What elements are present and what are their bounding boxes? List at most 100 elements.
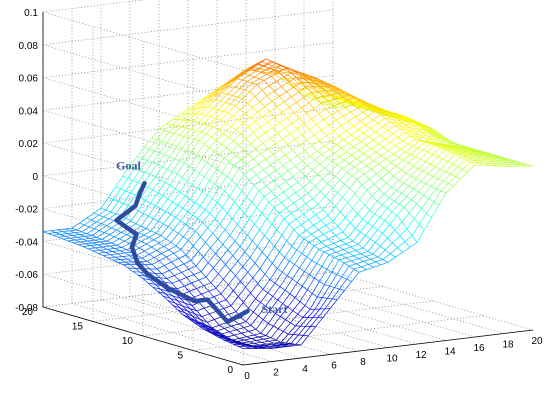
surface-mesh-segment <box>198 242 206 252</box>
surface-mesh-segment <box>130 182 139 194</box>
surface-mesh-segment <box>299 256 308 269</box>
surface-mesh-segment <box>221 161 230 173</box>
surface-mesh-segment <box>300 72 308 76</box>
surface-mesh-segment <box>186 299 193 306</box>
surface-mesh-segment <box>308 97 317 104</box>
surface-mesh-segment <box>289 260 295 265</box>
surface-mesh-segment <box>412 133 420 136</box>
surface-mesh-segment <box>265 305 271 311</box>
surface-mesh-segment <box>334 287 340 290</box>
surface-mesh-segment <box>419 134 427 137</box>
surface-mesh-segment <box>356 153 364 159</box>
surface-mesh-segment <box>408 178 417 187</box>
surface-mesh-segment <box>414 208 422 219</box>
surface-mesh-segment <box>227 201 235 214</box>
surface-mesh-segment <box>395 159 404 167</box>
surface-mesh-segment <box>203 247 211 258</box>
surface-mesh-segment <box>290 72 297 78</box>
surface-mesh-segment <box>143 230 152 236</box>
surface-mesh-segment <box>389 197 395 202</box>
surface-mesh-segment <box>395 165 402 170</box>
surface-mesh-segment <box>399 235 406 242</box>
surface-mesh-segment <box>307 159 316 166</box>
surface-mesh-segment <box>303 97 310 104</box>
surface-mesh-segment <box>140 226 147 229</box>
surface-mesh-segment <box>238 296 244 303</box>
surface-mesh-segment <box>239 196 248 208</box>
surface-mesh-segment <box>275 339 282 343</box>
surface-mesh-segment <box>336 262 345 275</box>
surface-mesh-segment <box>258 305 266 317</box>
surface-mesh-segment <box>284 72 293 79</box>
grid-line-z-left <box>42 208 244 268</box>
surface-mesh-segment <box>469 161 478 164</box>
surface-mesh-segment <box>139 247 145 252</box>
surface-mesh-segment <box>237 113 246 120</box>
surface-mesh-segment <box>192 107 199 109</box>
surface-mesh-segment <box>107 257 114 261</box>
surface-mesh-segment <box>125 180 134 192</box>
x-tick-label: 16 <box>473 343 485 354</box>
surface-mesh-segment <box>164 182 171 186</box>
surface-mesh-segment <box>384 118 391 123</box>
surface-mesh-segment <box>315 185 321 192</box>
surface-mesh-segment <box>256 196 265 208</box>
surface-mesh-segment <box>224 229 231 236</box>
surface-mesh-segment <box>299 301 306 306</box>
surface-mesh-segment <box>171 124 177 127</box>
surface-mesh-segment <box>401 212 410 223</box>
surface-mesh-segment <box>333 240 341 244</box>
surface-mesh-segment <box>423 217 432 231</box>
surface-mesh-segment <box>388 165 397 173</box>
x-tick-label: 8 <box>360 357 366 368</box>
surface-mesh-segment <box>289 102 297 108</box>
surface-mesh-segment <box>232 95 238 98</box>
surface-mesh-segment <box>174 158 180 162</box>
surface-mesh-segment <box>261 341 267 345</box>
surface-mesh-segment <box>71 227 78 231</box>
surface-mesh-segment <box>244 82 253 91</box>
surface-mesh-segment <box>197 209 206 219</box>
surface-mesh-segment <box>163 223 169 227</box>
surface-mesh-segment <box>358 129 364 134</box>
surface-mesh-segment <box>265 154 274 160</box>
surface-mesh-segment <box>141 241 147 245</box>
surface-mesh-segment <box>102 255 109 259</box>
surface-mesh-segment <box>281 112 288 119</box>
surface-mesh-segment <box>165 238 172 243</box>
surface-mesh-segment <box>176 146 182 149</box>
surface-mesh-segment <box>64 227 73 230</box>
surface-mesh-segment <box>427 151 433 155</box>
surface-mesh-segment <box>248 298 256 309</box>
surface-mesh-segment <box>90 244 98 246</box>
surface-mesh-segment <box>469 161 476 166</box>
surface-mesh-segment <box>145 228 152 232</box>
surface-mesh-segment <box>386 200 395 209</box>
surface-mesh-segment <box>230 260 239 271</box>
surface-mesh-segment <box>420 151 429 160</box>
surface-mesh-segment <box>301 219 309 225</box>
surface-mesh-segment <box>200 101 206 104</box>
surface-mesh-segment <box>269 81 277 87</box>
surface-mesh-segment <box>195 265 202 272</box>
surface-mesh-segment <box>198 279 205 286</box>
surface-mesh-segment <box>338 135 345 140</box>
surface-mesh-segment <box>393 149 401 155</box>
surface-mesh-segment <box>244 201 253 214</box>
surface-mesh-segment <box>348 137 357 144</box>
surface-mesh-segment <box>403 159 409 164</box>
surface-mesh-segment <box>108 197 114 200</box>
surface-mesh-segment <box>397 241 406 248</box>
surface-mesh-segment <box>235 122 244 131</box>
surface-mesh-segment <box>84 235 93 237</box>
surface-mesh-segment <box>354 97 361 102</box>
surface-mesh-segment <box>361 184 368 191</box>
surface-mesh-segment <box>118 190 126 202</box>
surface-mesh-segment <box>281 81 289 87</box>
surface-mesh-segment <box>202 328 209 332</box>
surface-mesh-segment <box>308 214 316 221</box>
surface-mesh-segment <box>89 221 97 228</box>
surface-mesh-segment <box>298 86 307 93</box>
surface-mesh-segment <box>172 191 181 203</box>
surface-mesh-segment <box>203 136 212 145</box>
